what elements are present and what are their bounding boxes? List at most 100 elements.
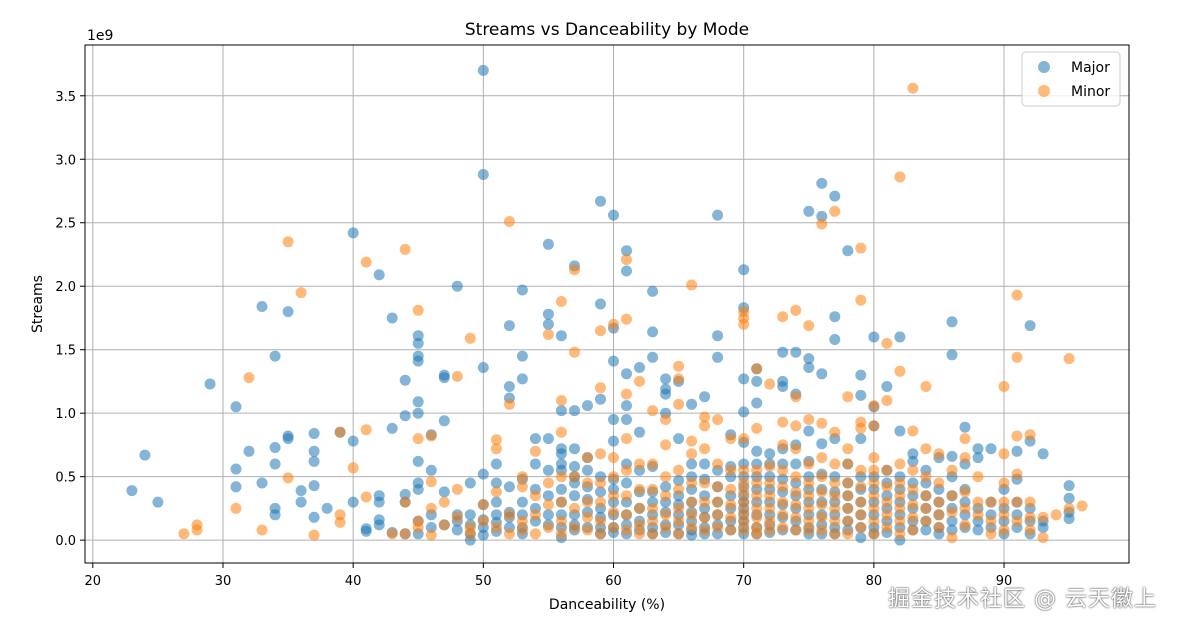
data-point-major — [516, 284, 528, 296]
data-point-major — [438, 372, 450, 384]
data-point-minor — [933, 496, 945, 508]
data-point-minor — [621, 509, 632, 521]
data-point-minor — [738, 486, 750, 498]
data-point-major — [451, 280, 463, 292]
data-point-major — [738, 264, 750, 276]
data-point-major — [230, 401, 242, 413]
x-axis-ticks: 20 30 40 50 60 70 80 90 — [85, 563, 1012, 589]
data-point-minor — [712, 414, 724, 425]
data-point-major — [660, 373, 672, 385]
data-point-major — [269, 509, 281, 521]
data-point-major — [1037, 522, 1049, 533]
data-point-minor — [529, 509, 541, 521]
data-point-major — [803, 353, 815, 365]
data-point-minor — [777, 496, 789, 508]
data-point-major — [764, 448, 776, 460]
data-point-minor — [673, 528, 685, 540]
data-point-major — [868, 331, 880, 343]
data-point-minor — [777, 522, 789, 533]
data-point-minor — [1063, 353, 1075, 365]
data-point-minor — [946, 506, 958, 518]
y-tick-label: 3.0 — [55, 153, 76, 168]
data-point-minor — [595, 382, 606, 394]
data-point-major — [582, 464, 593, 476]
data-point-major — [555, 405, 567, 417]
data-point-minor — [868, 477, 880, 489]
data-point-minor — [855, 496, 867, 508]
data-point-minor — [985, 496, 997, 508]
data-point-minor — [920, 443, 932, 455]
data-point-major — [946, 349, 958, 361]
data-point-minor — [751, 464, 763, 476]
data-point-minor — [529, 445, 541, 457]
data-point-major — [959, 421, 971, 433]
data-point-major — [595, 298, 606, 310]
data-point-major — [751, 375, 763, 387]
data-point-minor — [751, 511, 763, 523]
data-point-major — [490, 477, 502, 489]
data-point-major — [542, 318, 554, 330]
data-point-minor — [334, 426, 346, 438]
data-point-major — [803, 425, 815, 437]
data-point-minor — [425, 529, 437, 541]
data-point-major — [673, 433, 685, 445]
data-point-major — [569, 461, 580, 472]
data-point-minor — [933, 509, 945, 521]
data-point-minor — [712, 522, 724, 533]
data-point-minor — [412, 304, 424, 316]
data-point-major — [126, 485, 138, 497]
data-point-major — [660, 481, 672, 493]
data-point-major — [634, 426, 645, 438]
data-point-major — [412, 337, 424, 349]
data-point-major — [855, 433, 867, 445]
data-point-major — [399, 488, 411, 500]
x-tick-label: 40 — [345, 574, 362, 589]
data-point-major — [595, 486, 606, 498]
data-point-minor — [803, 320, 815, 332]
data-point-major — [412, 355, 424, 367]
data-point-minor — [881, 464, 893, 476]
data-point-major — [399, 410, 411, 422]
data-point-minor — [972, 509, 984, 521]
data-point-minor — [803, 458, 815, 470]
data-point-minor — [555, 496, 567, 508]
data-point-minor — [894, 477, 906, 489]
data-point-major — [946, 316, 958, 328]
data-point-major — [412, 330, 424, 342]
data-point-minor — [946, 464, 958, 476]
data-point-minor — [920, 515, 932, 527]
data-point-major — [412, 483, 424, 495]
data-point-minor — [673, 464, 685, 476]
data-point-major — [152, 496, 164, 508]
data-point-minor — [621, 254, 632, 266]
data-point-minor — [542, 522, 554, 533]
data-point-major — [386, 422, 398, 434]
data-point-major — [907, 455, 919, 467]
data-point-minor — [816, 471, 828, 483]
data-point-minor — [1037, 511, 1049, 523]
data-point-major — [503, 320, 515, 332]
data-point-minor — [686, 522, 698, 533]
data-point-minor — [933, 522, 945, 533]
data-point-minor — [790, 471, 802, 483]
data-point-major — [608, 435, 619, 447]
series-minor — [178, 82, 1088, 544]
data-point-minor — [946, 532, 958, 544]
y-tick-label: 0.5 — [55, 471, 76, 486]
data-point-minor — [673, 373, 685, 385]
data-point-minor — [816, 452, 828, 464]
data-point-minor — [790, 391, 802, 403]
data-point-major — [477, 64, 489, 76]
data-point-minor — [673, 398, 685, 410]
y-tick-label: 3.5 — [55, 90, 76, 105]
data-point-minor — [868, 502, 880, 514]
data-point-major — [139, 449, 151, 461]
data-point-minor — [803, 515, 815, 527]
data-point-major — [451, 524, 463, 536]
data-point-minor — [894, 171, 906, 183]
data-point-minor — [569, 502, 580, 514]
data-point-major — [542, 308, 554, 320]
data-point-minor — [829, 458, 841, 470]
data-point-minor — [946, 490, 958, 502]
data-point-minor — [777, 481, 789, 493]
